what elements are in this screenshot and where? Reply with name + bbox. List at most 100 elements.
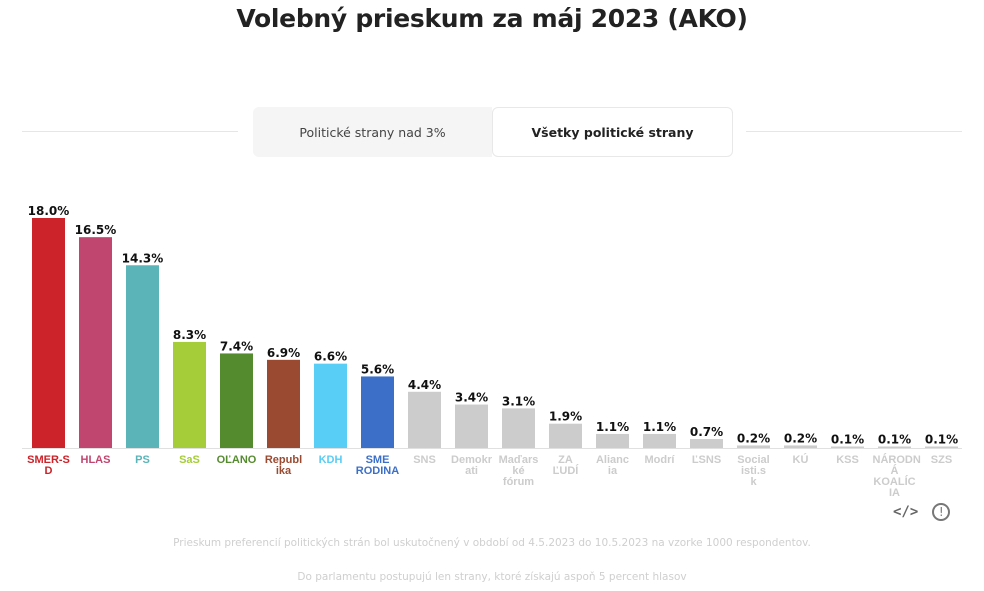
value-label-19: 0.1% bbox=[925, 433, 958, 447]
category-label-12: Alianc ia bbox=[591, 455, 635, 477]
category-label-line: SaS bbox=[179, 454, 200, 466]
bar-9[interactable] bbox=[455, 404, 488, 448]
category-label-0: SMER-S D bbox=[27, 455, 71, 477]
value-label-3: 8.3% bbox=[173, 328, 206, 342]
bar-6[interactable] bbox=[314, 363, 347, 448]
bar-18[interactable] bbox=[878, 446, 911, 449]
value-label-15: 0.2% bbox=[737, 431, 770, 445]
category-label-line: isti.s bbox=[740, 465, 767, 477]
category-label-19: SZS bbox=[920, 455, 964, 466]
category-label-9: Demokr ati bbox=[450, 455, 494, 477]
category-label-line: Alianc bbox=[595, 454, 629, 466]
category-label-line: ké bbox=[512, 465, 525, 477]
divider-right bbox=[746, 131, 962, 132]
value-label-9: 3.4% bbox=[455, 391, 488, 405]
category-label-line: KOALÍC bbox=[873, 476, 916, 488]
chart-tools: </> ! bbox=[893, 502, 951, 522]
value-label-0: 18.0% bbox=[28, 204, 70, 218]
value-label-13: 1.1% bbox=[643, 420, 676, 434]
category-label-16: KÚ bbox=[779, 455, 823, 466]
value-label-2: 14.3% bbox=[122, 251, 164, 265]
category-label-7: SME RODINA bbox=[356, 455, 400, 477]
category-label-8: SNS bbox=[403, 455, 447, 466]
bar-14[interactable] bbox=[690, 439, 723, 448]
category-label-line: KSS bbox=[836, 454, 859, 466]
bar-17[interactable] bbox=[831, 446, 864, 449]
category-label-17: KSS bbox=[826, 455, 870, 466]
tab-group: Politické strany nad 3% Všetky politické… bbox=[253, 107, 733, 157]
category-label-line: ia bbox=[607, 465, 618, 477]
bar-16[interactable] bbox=[784, 445, 817, 448]
category-label-6: KDH bbox=[309, 455, 353, 466]
category-label-line: Demokr bbox=[451, 454, 492, 466]
bar-8[interactable] bbox=[408, 391, 441, 448]
embed-code-icon[interactable]: </> bbox=[893, 504, 919, 520]
value-label-16: 0.2% bbox=[784, 431, 817, 445]
category-label-13: Modrí bbox=[638, 455, 682, 466]
value-label-14: 0.7% bbox=[690, 425, 723, 439]
tab-all-parties[interactable]: Všetky politické strany bbox=[492, 107, 733, 157]
category-label-3: SaS bbox=[168, 455, 212, 466]
category-label-line: SME bbox=[365, 454, 390, 466]
value-label-1: 16.5% bbox=[75, 223, 117, 237]
bar-4[interactable] bbox=[220, 353, 253, 448]
bar-3[interactable] bbox=[173, 341, 206, 448]
value-label-10: 3.1% bbox=[502, 394, 535, 408]
category-label-line: ika bbox=[275, 465, 292, 477]
value-label-8: 4.4% bbox=[408, 378, 441, 392]
category-label-line: SNS bbox=[413, 454, 436, 466]
category-label-line: SMER-S bbox=[27, 454, 70, 466]
bar-12[interactable] bbox=[596, 433, 629, 448]
value-label-4: 7.4% bbox=[220, 339, 253, 353]
category-label-line: k bbox=[750, 476, 757, 488]
category-label-line: ZA bbox=[558, 454, 573, 466]
category-label-line: ati bbox=[465, 465, 478, 477]
bar-chart: 18.0% 16.5% 14.3% 8.3% 7.4% 6.9% 6.6% 5.6% 4.4% 3… bbox=[22, 204, 962, 449]
category-label-line: NÁRODN bbox=[872, 454, 921, 466]
category-label-14: ĽSNS bbox=[685, 455, 729, 466]
bar-10[interactable] bbox=[502, 408, 535, 448]
category-label-line: fórum bbox=[502, 476, 535, 488]
value-label-12: 1.1% bbox=[596, 420, 629, 434]
category-label-line: RODINA bbox=[355, 465, 400, 477]
value-label-18: 0.1% bbox=[878, 433, 911, 447]
bar-19[interactable] bbox=[925, 446, 958, 449]
chart-title: Volebný prieskum za máj 2023 (AKO) bbox=[236, 4, 748, 33]
value-label-6: 6.6% bbox=[314, 350, 347, 364]
bar-1[interactable] bbox=[79, 237, 112, 448]
category-label-line: OĽANO bbox=[216, 454, 257, 466]
bar-13[interactable] bbox=[643, 433, 676, 448]
info-icon[interactable]: ! bbox=[932, 503, 951, 521]
bar-11[interactable] bbox=[549, 423, 582, 448]
category-label-5: Republ ika bbox=[262, 455, 306, 477]
category-label-line: KÚ bbox=[792, 454, 809, 466]
category-label-line: ĽSNS bbox=[691, 454, 722, 466]
tab-parties-over-3[interactable]: Politické strany nad 3% bbox=[253, 107, 492, 157]
bar-2[interactable] bbox=[126, 265, 159, 448]
category-label-line: D bbox=[44, 465, 53, 477]
value-label-5: 6.9% bbox=[267, 346, 300, 360]
category-label-line: ĽUDÍ bbox=[552, 465, 579, 477]
category-label-11: ZA ĽUDÍ bbox=[544, 455, 588, 477]
bar-15[interactable] bbox=[737, 445, 770, 448]
category-label-line: KDH bbox=[318, 454, 343, 466]
category-label-1: HLAS bbox=[74, 455, 118, 466]
category-label-line: Social bbox=[737, 454, 770, 466]
category-label-line: SZS bbox=[930, 454, 953, 466]
category-label-line: Republ bbox=[264, 454, 303, 466]
category-label-2: PS bbox=[121, 455, 165, 466]
category-label-line: Modrí bbox=[644, 454, 675, 466]
bar-0[interactable] bbox=[32, 218, 65, 448]
category-label-line: Maďars bbox=[498, 454, 539, 466]
bar-7[interactable] bbox=[361, 376, 394, 448]
bar-5[interactable] bbox=[267, 359, 300, 448]
category-label-4: OĽANO bbox=[215, 455, 259, 466]
category-label-line: PS bbox=[135, 454, 150, 466]
category-label-15: Social isti.s k bbox=[732, 455, 776, 488]
value-label-11: 1.9% bbox=[549, 410, 582, 424]
value-label-7: 5.6% bbox=[361, 362, 394, 376]
category-label-10: Maďars ké fórum bbox=[497, 455, 541, 488]
category-label-18: NÁRODN Á KOALÍC IA bbox=[872, 454, 921, 499]
category-label-line: HLAS bbox=[80, 454, 111, 466]
category-label-line: Á bbox=[890, 465, 899, 477]
